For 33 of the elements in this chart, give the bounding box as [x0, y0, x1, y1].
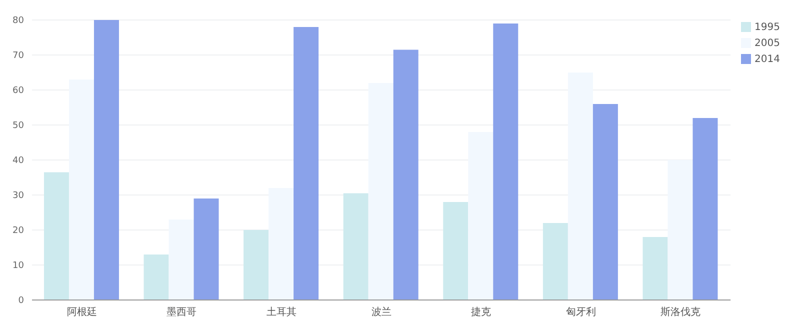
x-tick-label: 匈牙利 — [566, 306, 596, 318]
bar — [443, 202, 468, 300]
bar — [244, 230, 269, 300]
bar — [393, 50, 418, 300]
x-tick-label: 土耳其 — [266, 306, 296, 318]
bar — [592, 104, 618, 300]
bar — [44, 172, 69, 300]
bar — [294, 27, 319, 300]
x-tick-label: 墨西哥 — [166, 307, 197, 318]
bar — [343, 193, 368, 300]
bar — [542, 223, 568, 300]
legend-label: 2014 — [754, 54, 780, 65]
x-tick-label: 阿根廷 — [66, 306, 97, 318]
y-tick-label: 50 — [12, 121, 24, 132]
bar — [692, 118, 718, 300]
x-tick-label: 捷克 — [471, 306, 492, 318]
y-tick-label: 60 — [12, 86, 24, 96]
y-tick-label: 20 — [12, 226, 24, 236]
legend-label: 1995 — [754, 22, 780, 33]
y-tick-label: 70 — [12, 51, 24, 62]
y-tick-label: 10 — [12, 261, 24, 272]
legend-label: 2005 — [754, 38, 780, 49]
bar — [144, 254, 169, 300]
y-tick-label: 0 — [18, 296, 24, 306]
x-tick-label: 斯洛伐克 — [660, 306, 701, 318]
y-tick-label: 40 — [12, 156, 24, 166]
y-tick-label: 30 — [12, 191, 24, 202]
bar — [94, 20, 119, 300]
y-tick-label: 80 — [12, 16, 24, 26]
x-tick-label: 波兰 — [371, 306, 392, 318]
bar — [493, 24, 518, 300]
bar — [194, 198, 219, 300]
bar — [642, 237, 668, 300]
